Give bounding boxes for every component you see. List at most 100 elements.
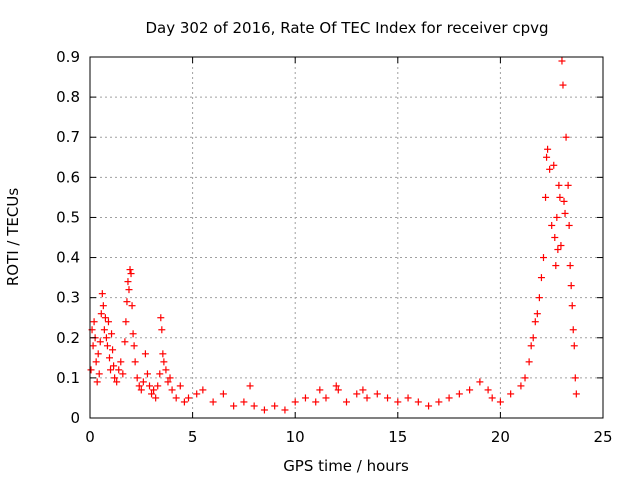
data-point bbox=[98, 290, 106, 298]
data-point bbox=[139, 378, 147, 386]
y-tick-label: 0.1 bbox=[56, 369, 80, 387]
data-point bbox=[384, 394, 392, 402]
data-point bbox=[312, 398, 320, 406]
data-point bbox=[564, 181, 572, 189]
data-point bbox=[507, 390, 515, 398]
data-point bbox=[124, 278, 132, 286]
data-point bbox=[156, 370, 164, 378]
data-point bbox=[133, 374, 141, 382]
data-point bbox=[92, 358, 100, 366]
data-point bbox=[160, 358, 168, 366]
data-point bbox=[567, 282, 575, 290]
data-point bbox=[301, 394, 309, 402]
y-tick-label: 0 bbox=[70, 409, 80, 427]
data-point bbox=[164, 378, 172, 386]
plot-frame bbox=[89, 56, 604, 419]
x-axis-label: GPS time / hours bbox=[283, 457, 409, 475]
data-point bbox=[445, 394, 453, 402]
data-point bbox=[126, 266, 134, 274]
data-point bbox=[551, 234, 559, 241]
data-point bbox=[548, 221, 556, 229]
x-tick-label: 20 bbox=[491, 428, 510, 446]
x-tick-label: 15 bbox=[388, 428, 407, 446]
data-point bbox=[353, 390, 361, 398]
x-tick-label: 10 bbox=[286, 428, 305, 446]
data-point bbox=[209, 398, 217, 406]
data-point bbox=[484, 386, 492, 394]
data-point bbox=[122, 318, 130, 326]
data-point bbox=[131, 358, 139, 366]
data-point bbox=[555, 181, 563, 189]
data-point bbox=[105, 354, 113, 362]
data-point bbox=[103, 342, 111, 350]
data-point bbox=[154, 382, 162, 390]
data-point bbox=[553, 213, 561, 221]
data-point bbox=[137, 386, 145, 394]
data-point bbox=[529, 334, 537, 342]
y-tick-label: 0.7 bbox=[56, 128, 80, 146]
data-point bbox=[531, 318, 539, 326]
data-point bbox=[97, 310, 105, 318]
x-tick-label: 5 bbox=[188, 428, 198, 446]
y-tick-label: 0.8 bbox=[56, 88, 80, 106]
data-point bbox=[466, 386, 474, 394]
data-point bbox=[108, 330, 116, 338]
data-point bbox=[291, 398, 299, 406]
axis-ticks: 0 5 10 15 20 25 0 0.1 0.2 0.3 0.4 0.5 0.6 0.7 0.8 0.9 bbox=[56, 48, 612, 446]
data-point bbox=[176, 382, 184, 390]
data-point bbox=[565, 221, 573, 229]
data-point bbox=[566, 262, 574, 270]
data-point bbox=[250, 402, 258, 410]
data-point bbox=[571, 374, 579, 382]
data-point bbox=[146, 382, 154, 390]
data-point bbox=[115, 366, 123, 374]
data-point bbox=[130, 342, 138, 350]
data-point bbox=[435, 398, 443, 406]
y-tick-label: 0.2 bbox=[56, 329, 80, 347]
data-point bbox=[141, 350, 149, 358]
data-point bbox=[569, 326, 577, 334]
gridlines bbox=[90, 57, 603, 418]
data-point bbox=[455, 390, 463, 398]
data-point bbox=[550, 161, 558, 169]
y-tick-label: 0.6 bbox=[56, 168, 80, 186]
data-point bbox=[281, 406, 289, 414]
data-point bbox=[271, 402, 279, 410]
x-tick-label: 0 bbox=[85, 428, 95, 446]
data-point bbox=[343, 398, 350, 406]
data-point bbox=[230, 402, 238, 410]
data-point bbox=[128, 302, 136, 310]
data-point bbox=[559, 81, 567, 89]
data-point bbox=[517, 382, 525, 390]
data-point bbox=[143, 370, 151, 378]
data-point bbox=[99, 302, 107, 310]
data-point bbox=[150, 386, 158, 394]
data-point bbox=[184, 394, 192, 402]
data-point bbox=[394, 398, 402, 406]
y-tick-label: 0.4 bbox=[56, 249, 80, 267]
data-point bbox=[570, 342, 578, 350]
data-point bbox=[107, 366, 115, 374]
data-point bbox=[127, 270, 135, 278]
y-tick-label: 0.3 bbox=[56, 289, 80, 307]
data-point bbox=[123, 298, 131, 306]
data-point bbox=[322, 394, 330, 402]
data-point bbox=[363, 394, 371, 402]
data-point bbox=[152, 394, 160, 402]
data-point bbox=[260, 406, 268, 414]
data-point bbox=[558, 57, 566, 65]
data-point bbox=[240, 398, 248, 406]
data-point bbox=[162, 366, 170, 374]
data-point bbox=[246, 382, 254, 390]
data-point bbox=[543, 153, 551, 161]
y-tick-label: 0.9 bbox=[56, 48, 80, 66]
data-point bbox=[104, 318, 112, 326]
data-point bbox=[117, 358, 125, 366]
data-point bbox=[129, 330, 137, 338]
data-point bbox=[159, 350, 167, 358]
data-point bbox=[527, 342, 535, 350]
data-point bbox=[359, 386, 367, 394]
data-point bbox=[533, 310, 541, 318]
data-point bbox=[425, 402, 433, 410]
data-point bbox=[148, 390, 156, 398]
